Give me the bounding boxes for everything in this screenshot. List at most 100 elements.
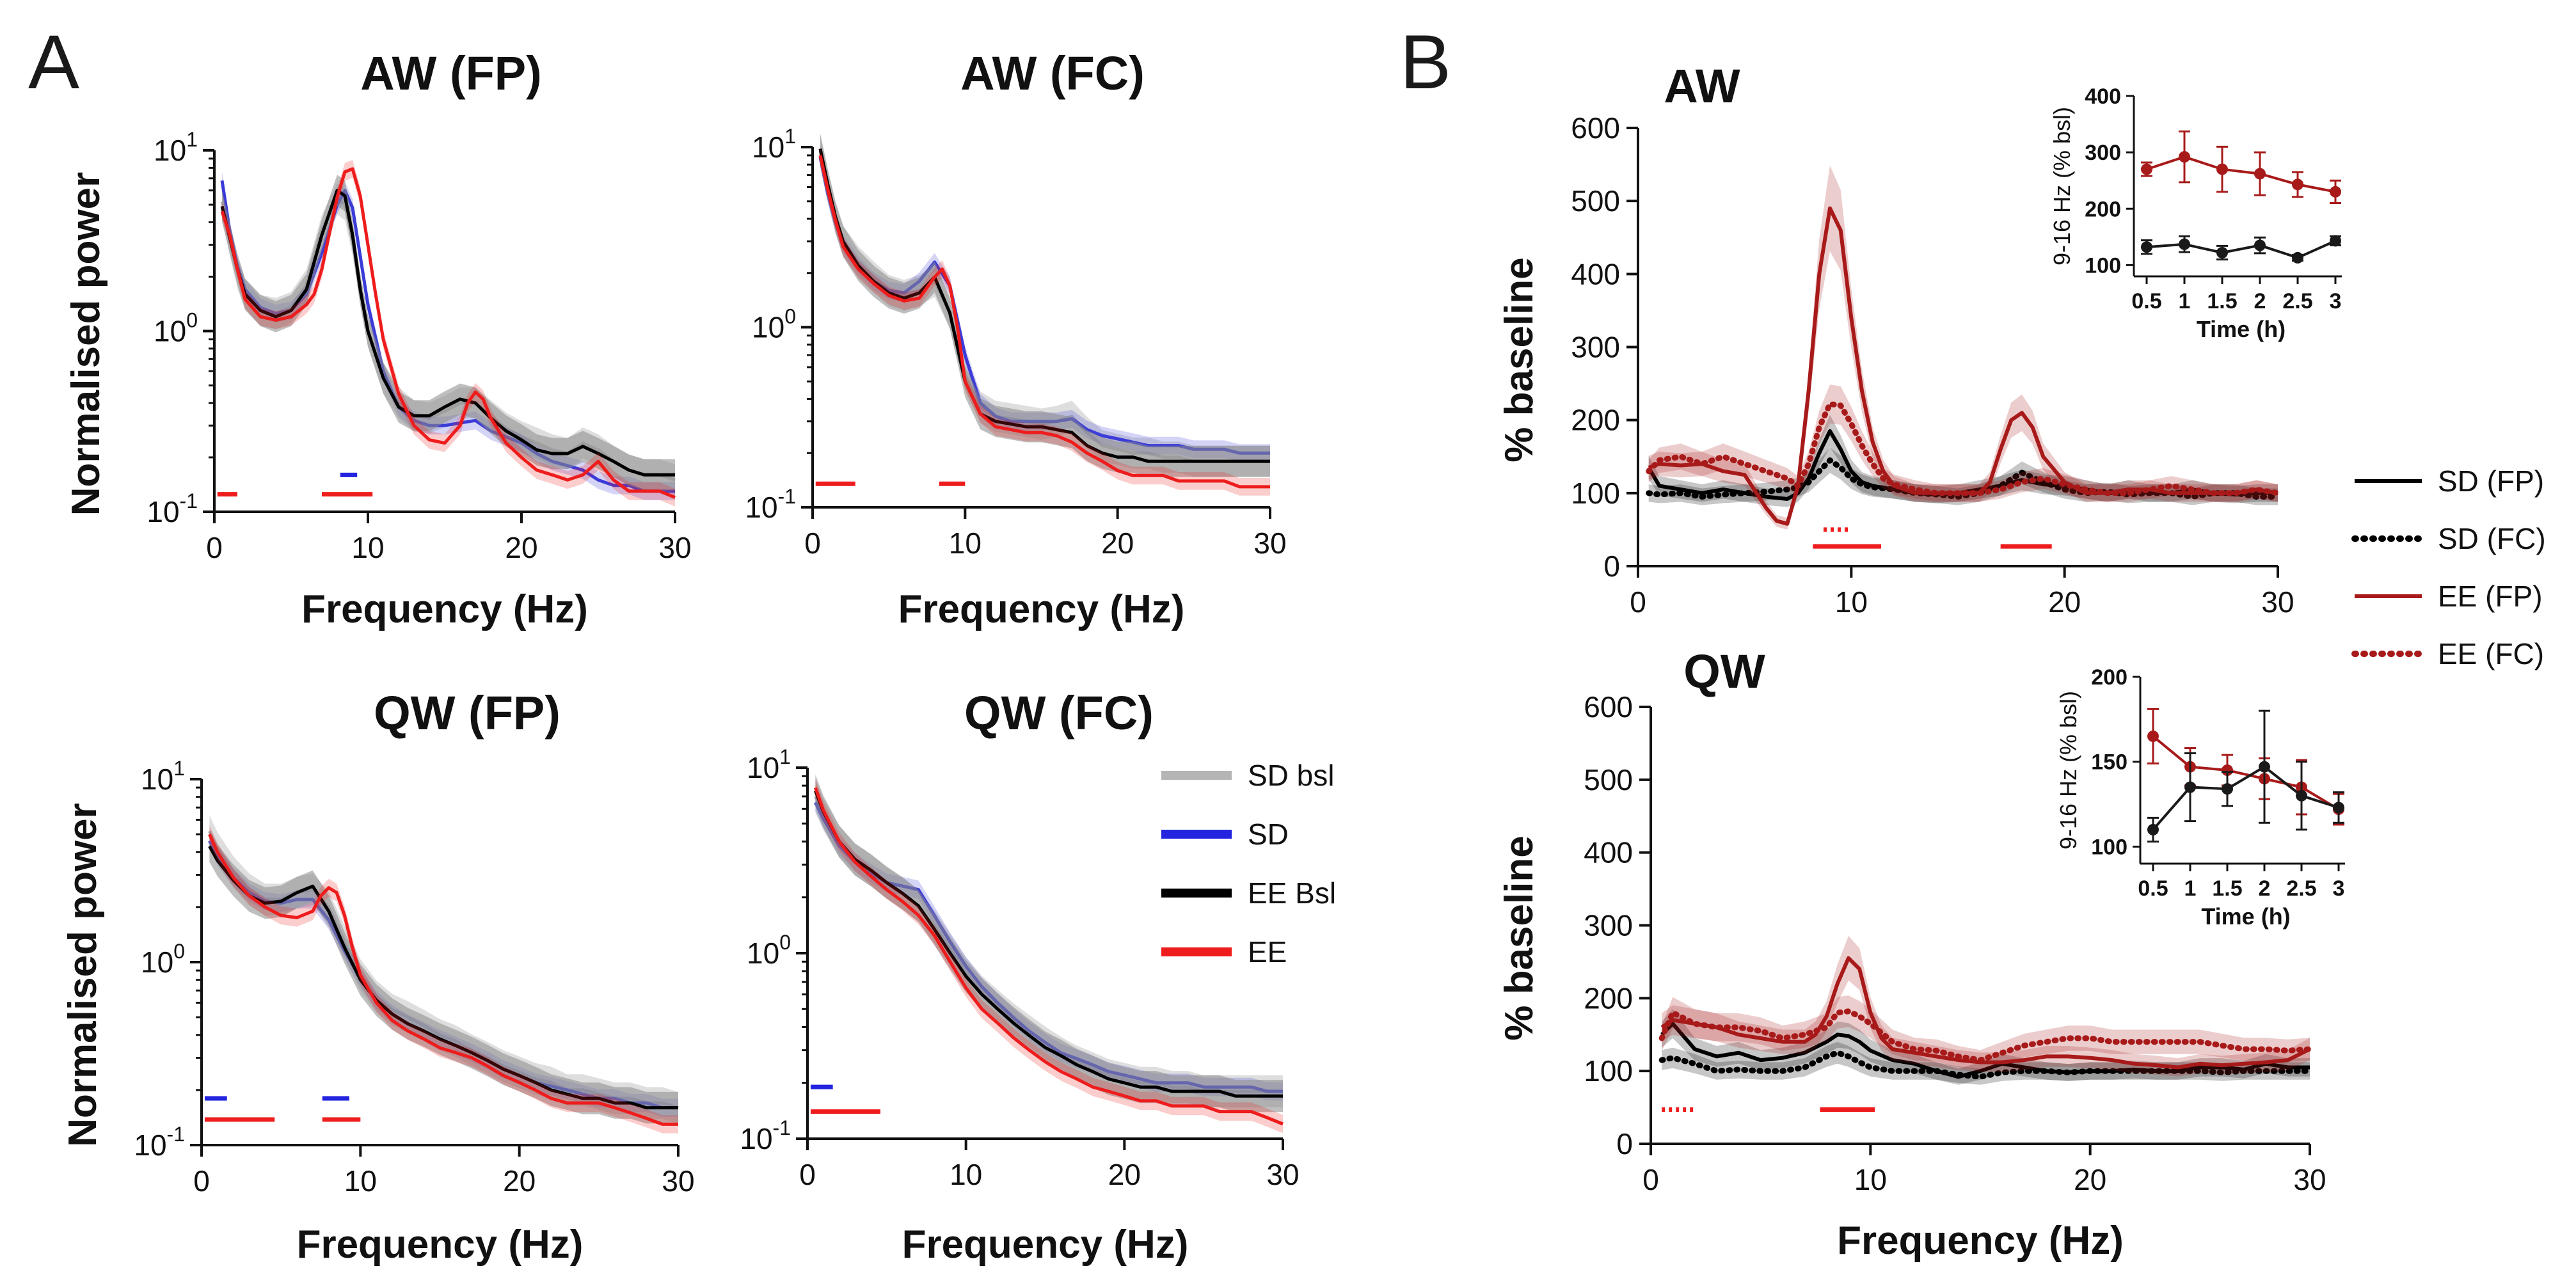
y-tick-label: 100 xyxy=(752,305,796,344)
x-axis-label: Frequency (Hz) xyxy=(902,1223,1189,1267)
series-line-sd xyxy=(208,840,678,1110)
y-tick-base: 10 xyxy=(154,315,186,348)
inset-x-tick-label: 1.5 xyxy=(2212,876,2242,901)
inset-y-tick-label: 200 xyxy=(2091,665,2127,690)
x-tick-label: 0 xyxy=(193,1164,210,1198)
inset-point-ee xyxy=(2292,178,2303,191)
y-tick-base: 10 xyxy=(147,495,179,528)
y-tick-label: 0 xyxy=(1603,550,1620,583)
sem-band-sd xyxy=(209,832,678,1117)
inset-x-tick-label: 2 xyxy=(2254,289,2266,313)
inset-y-tick-label: 300 xyxy=(2085,141,2121,165)
inset-point-ee xyxy=(2330,186,2341,198)
y-tick-exponent: 1 xyxy=(784,125,796,148)
inset-point-ee xyxy=(2179,151,2190,163)
x-tick-label: 0 xyxy=(799,1158,816,1191)
sem-band-eebsl xyxy=(222,175,675,491)
legend-panel-a: SD bsl SD EE Bsl EE xyxy=(1161,759,1336,969)
sem-band-sdbsl xyxy=(209,815,678,1124)
x-axis-label: Frequency (Hz) xyxy=(297,1223,584,1267)
inset-chart: 100 150 200 0.5 1 1.5 2 2.5 3 Time (h) 9-16 Hz (% … xyxy=(2055,665,2345,930)
x-tick-label: 30 xyxy=(1253,526,1286,560)
y-tick-label: 400 xyxy=(1571,257,1620,290)
y-tick-label: 500 xyxy=(1571,184,1620,218)
y-tick-base: 10 xyxy=(752,311,784,344)
y-tick-label: 400 xyxy=(1584,836,1633,869)
legend-label: EE Bsl xyxy=(1248,876,1336,910)
x-tick-label: 10 xyxy=(1854,1163,1887,1196)
inset-point-sd xyxy=(2330,235,2341,247)
y-axis-label: Normalised power xyxy=(61,803,105,1146)
series-line-ee xyxy=(818,155,1270,489)
x-axis-label: Frequency (Hz) xyxy=(898,587,1185,631)
y-tick-label: 10-1 xyxy=(740,1116,791,1155)
x-tick-label: 20 xyxy=(505,531,537,564)
y-tick-exponent: 1 xyxy=(173,757,185,780)
x-tick-label: 10 xyxy=(344,1164,377,1198)
inset-y-tick-label: 100 xyxy=(2085,253,2121,278)
panel-label-a: A xyxy=(28,19,79,105)
inset-y-tick-label: 100 xyxy=(2091,835,2127,859)
inset-x-axis-label: Time (h) xyxy=(2197,316,2286,342)
inset-x-tick-label: 1 xyxy=(2179,289,2191,313)
inset-line-ee xyxy=(2152,735,2340,811)
x-tick-label: 10 xyxy=(1835,585,1868,619)
inset-y-tick-label: 400 xyxy=(2085,84,2121,109)
series-line-sdfp xyxy=(1660,1022,2310,1079)
x-tick-label: 20 xyxy=(1101,526,1134,560)
inset-point-sd xyxy=(2147,823,2159,835)
series-line-sdbsl xyxy=(208,830,679,1109)
y-tick-exponent: -1 xyxy=(167,1123,185,1146)
chart-title: AW (FC) xyxy=(960,47,1145,100)
inset-point-ee xyxy=(2147,730,2159,742)
y-tick-base: 10 xyxy=(747,751,779,784)
y-tick-base: 10 xyxy=(752,131,784,164)
y-tick-base: 10 xyxy=(154,134,186,167)
sem-band-sdfc xyxy=(1662,1041,2310,1085)
inset-x-tick-label: 3 xyxy=(2330,289,2342,313)
y-tick-exponent: 0 xyxy=(779,931,791,954)
x-tick-label: 30 xyxy=(662,1164,694,1198)
x-tick-label: 10 xyxy=(949,526,982,560)
inset-point-sd xyxy=(2292,251,2303,264)
y-tick-label: 600 xyxy=(1571,111,1620,145)
y-tick-label: 101 xyxy=(752,125,796,164)
x-axis-label: Frequency (Hz) xyxy=(301,587,588,631)
inset-y-tick-label: 200 xyxy=(2085,197,2121,221)
inset-y-axis-label: 9-16 Hz (% bsl) xyxy=(2049,107,2075,265)
inset-point-sd xyxy=(2296,789,2307,802)
y-tick-exponent: 0 xyxy=(784,305,796,328)
y-tick-base: 10 xyxy=(747,937,779,970)
x-tick-label: 30 xyxy=(1266,1158,1299,1191)
sem-band-ee xyxy=(815,779,1283,1134)
y-tick-base: 10 xyxy=(740,1122,772,1155)
inset-y-tick-label: 150 xyxy=(2091,750,2127,775)
y-tick-exponent: 0 xyxy=(186,309,198,332)
series-line-ee xyxy=(220,167,676,499)
inset-point-ee xyxy=(2254,168,2266,180)
legend-label: EE (FC) xyxy=(2438,637,2544,670)
inset-point-ee xyxy=(2141,163,2152,175)
x-tick-label: 20 xyxy=(503,1164,536,1198)
x-tick-label: 0 xyxy=(206,531,223,564)
series-line-ee xyxy=(208,834,678,1126)
y-tick-exponent: -1 xyxy=(180,489,198,512)
y-tick-label: 500 xyxy=(1584,763,1633,796)
x-tick-label: 20 xyxy=(2074,1163,2106,1196)
chart-title: AW xyxy=(1664,59,1740,113)
y-tick-label: 101 xyxy=(154,128,198,167)
x-tick-label: 0 xyxy=(1630,585,1646,619)
legend-label: SD bsl xyxy=(1248,759,1334,792)
inset-x-tick-label: 2.5 xyxy=(2286,876,2316,901)
chart-title: QW (FC) xyxy=(964,686,1154,740)
x-tick-label: 0 xyxy=(1642,1163,1659,1196)
inset-x-tick-label: 0.5 xyxy=(2138,876,2168,901)
inset-x-tick-label: 1.5 xyxy=(2207,289,2237,313)
inset-x-tick-label: 0.5 xyxy=(2131,289,2161,313)
y-tick-exponent: -1 xyxy=(773,1116,791,1139)
inset-point-sd xyxy=(2184,781,2196,793)
inset-point-sd xyxy=(2254,239,2266,251)
